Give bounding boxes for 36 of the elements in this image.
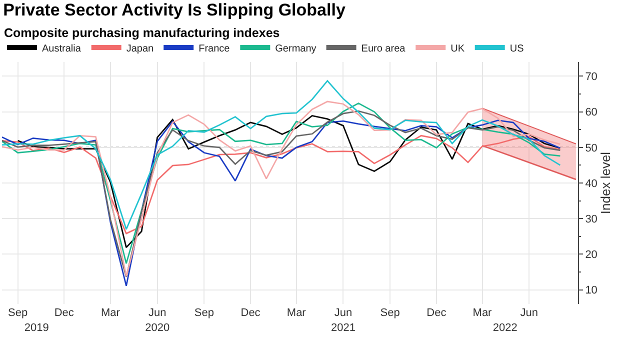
legend-label: UK (450, 43, 465, 54)
x-tick-label: Mar (101, 307, 120, 319)
x2-tick-label: 2022 (492, 322, 518, 334)
legend-label: US (510, 43, 524, 54)
x-tick-label: Sep (380, 307, 400, 319)
x-tick-label: Dec (240, 307, 261, 319)
legend-label: Euro area (361, 43, 406, 54)
line-series (2, 80, 561, 230)
x-tick-label: Dec (426, 307, 447, 319)
y-tick-label: 20 (585, 249, 598, 262)
x-tick-label: Sep (194, 307, 214, 319)
x-tick-label: Mar (472, 307, 492, 319)
line-series (2, 134, 561, 234)
y-tick-label: 70 (585, 71, 598, 84)
y-tick-label: 50 (585, 142, 598, 154)
x-tick-label: Sep (8, 307, 28, 319)
y-tick-label: 60 (585, 106, 598, 119)
legend-label: Germany (275, 43, 316, 54)
y-axis-title: Index level (598, 152, 614, 214)
x2-tick-label: 2021 (330, 322, 356, 334)
line-series (17, 115, 561, 248)
x-tick-label: Mar (286, 307, 306, 319)
y-tick-label: 40 (585, 178, 598, 190)
legend-label: Australia (42, 43, 82, 54)
x2-tick-label: 2019 (24, 322, 49, 334)
x-tick-label: Dec (54, 307, 74, 319)
legend-label: Japan (126, 43, 154, 54)
legend-label: France (198, 43, 230, 54)
x2-tick-label: 2020 (145, 322, 170, 334)
chart-title: Private Sector Activity Is Slipping Globally (3, 0, 346, 20)
x-tick-label: Jun (520, 307, 538, 319)
x-tick-label: Jun (148, 307, 166, 319)
x-tick-label: Jun (334, 307, 352, 319)
y-tick-label: 30 (585, 213, 598, 226)
y-tick-label: 10 (585, 284, 598, 297)
chart-subtitle: Composite purchasing manufacturing indexes (4, 26, 280, 40)
